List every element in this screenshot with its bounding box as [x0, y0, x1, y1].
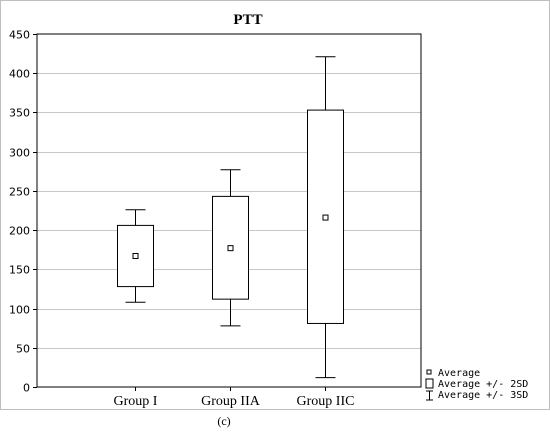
chart-title: PTT — [233, 12, 262, 28]
y-tick-label: 200 — [9, 225, 30, 238]
y-tick-label: 150 — [9, 264, 30, 277]
y-tick-label: 100 — [9, 304, 30, 317]
legend-average-marker — [426, 369, 432, 375]
mean-marker — [322, 214, 329, 221]
box-3 — [307, 56, 344, 379]
y-tick-label: 250 — [9, 186, 30, 199]
legend: Average Average +/- 2SD Average +/- 3SD — [425, 368, 528, 401]
legend-whisker-marker — [426, 390, 433, 401]
x-tick-label: Group I — [114, 394, 158, 409]
legend-box-marker — [425, 378, 434, 389]
y-tick-label: 350 — [9, 107, 30, 120]
box-1 — [117, 209, 154, 303]
gridlines — [37, 73, 421, 349]
chart-frame — [0, 0, 550, 410]
box-series — [117, 56, 344, 379]
y-tick-label: 400 — [9, 68, 30, 81]
legend-label-2sd: Average +/- 2SD — [438, 379, 528, 390]
y-tick-label: 450 — [9, 29, 30, 42]
x-tick-label: Group IIC — [297, 394, 355, 409]
legend-label-average: Average — [438, 368, 480, 379]
y-tick-label: 0 — [23, 382, 30, 395]
mean-marker — [132, 252, 139, 259]
y-tick-label: 300 — [9, 147, 30, 160]
y-tick-label: 50 — [16, 343, 30, 356]
mean-marker — [227, 245, 234, 252]
y-axis-ticks: 0 50 100 150 200 250 300 350 400 450 — [9, 29, 37, 395]
box-2 — [212, 169, 249, 327]
legend-label-3sd: Average +/- 3SD — [438, 390, 528, 401]
x-tick-label: Group IIA — [201, 394, 261, 409]
plot-area — [36, 33, 422, 388]
panel-label: (c) — [217, 414, 230, 428]
x-axis-ticks: Group I Group IIA Group IIC — [114, 387, 355, 409]
